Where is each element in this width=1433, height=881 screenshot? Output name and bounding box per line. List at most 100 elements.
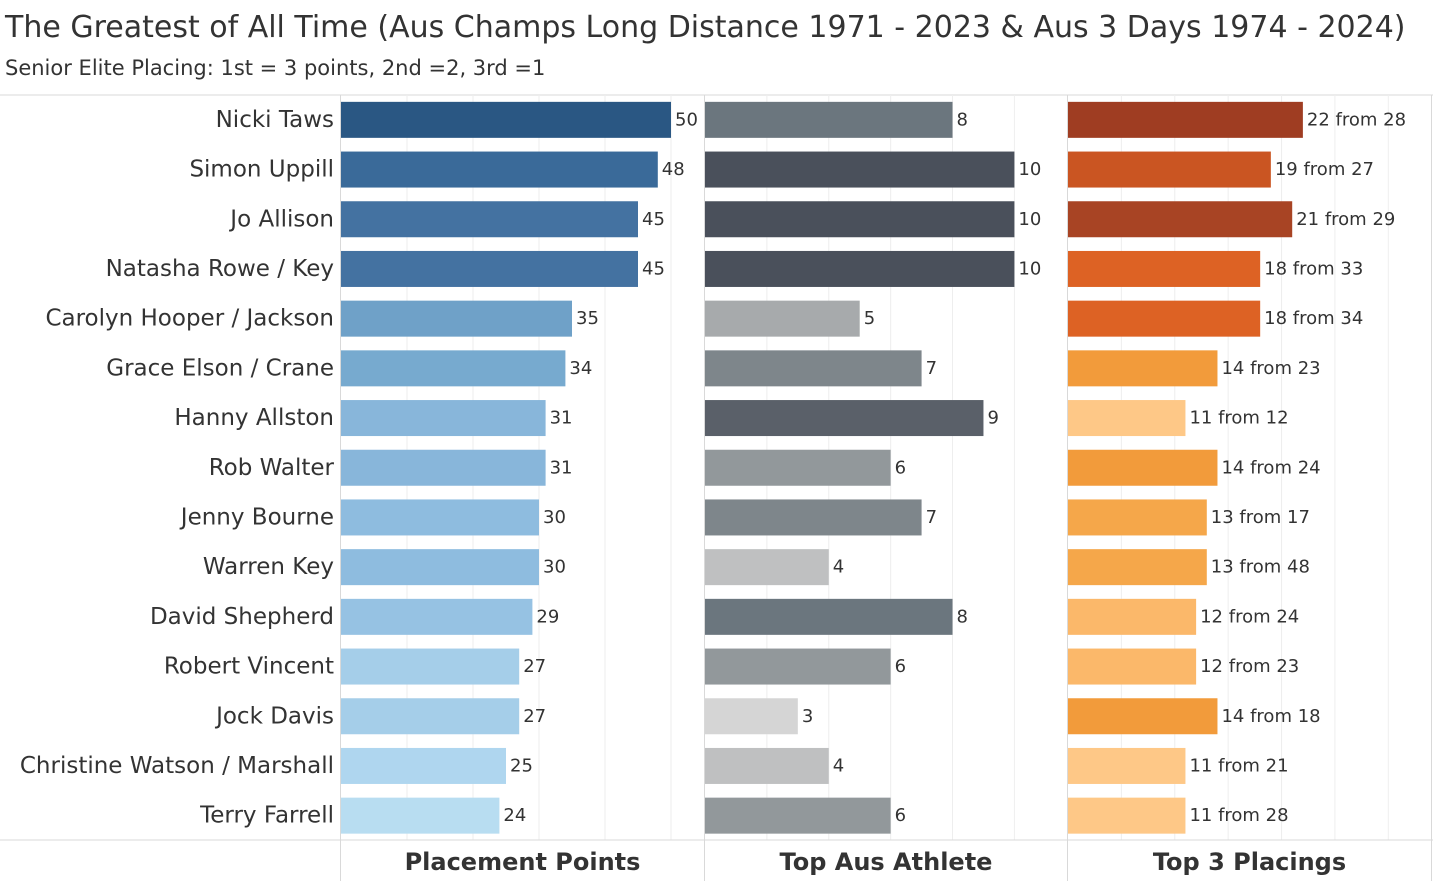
bar-blue[interactable]	[341, 350, 566, 387]
data-label: 11 from 21	[1189, 755, 1288, 776]
bar-blue[interactable]	[341, 201, 638, 238]
data-label: 6	[895, 457, 906, 478]
bar-gray[interactable]	[705, 499, 922, 536]
category-label: Nicki Taws	[216, 107, 334, 133]
data-label: 21 from 29	[1296, 209, 1395, 230]
category-label: Jo Allison	[228, 206, 334, 232]
chart-subtitle: Senior Elite Placing: 1st = 3 points, 2n…	[5, 56, 546, 80]
data-label: 7	[926, 507, 937, 528]
data-label: 5	[864, 308, 875, 329]
bar-blue[interactable]	[341, 698, 520, 735]
category-label: David Shepherd	[150, 604, 334, 630]
bar-gray[interactable]	[705, 449, 891, 486]
bar-gray[interactable]	[705, 698, 798, 735]
bar-gray[interactable]	[705, 300, 860, 337]
bar-orange[interactable]	[1068, 151, 1271, 188]
bar-blue[interactable]	[341, 797, 500, 834]
category-label: Terry Farrell	[199, 803, 334, 829]
data-label: 45	[642, 258, 665, 279]
bar-blue[interactable]	[341, 300, 572, 337]
data-label: 3	[802, 706, 813, 727]
data-label: 6	[895, 805, 906, 826]
data-label: 8	[957, 606, 968, 627]
data-label: 31	[550, 408, 573, 429]
bar-blue[interactable]	[341, 747, 506, 784]
data-label: 11 from 12	[1189, 408, 1288, 429]
bar-gray[interactable]	[705, 598, 953, 635]
category-label: Natasha Rowe / Key	[106, 256, 334, 282]
data-label: 10	[1018, 209, 1041, 230]
bar-orange[interactable]	[1068, 797, 1186, 834]
bar-orange[interactable]	[1068, 250, 1261, 287]
data-label: 27	[523, 656, 546, 677]
data-label: 30	[543, 557, 566, 578]
axis-header: Top 3 Placings	[1153, 848, 1346, 876]
data-label: 10	[1018, 159, 1041, 180]
bar-orange[interactable]	[1068, 499, 1207, 536]
bar-blue[interactable]	[341, 400, 546, 437]
data-label: 13 from 48	[1211, 557, 1310, 578]
category-label: Jenny Bourne	[179, 504, 334, 530]
category-label: Rob Walter	[209, 455, 335, 481]
data-label: 14 from 18	[1221, 706, 1320, 727]
bar-orange[interactable]	[1068, 598, 1197, 635]
data-label: 18 from 34	[1264, 308, 1363, 329]
category-label: Carolyn Hooper / Jackson	[45, 306, 334, 332]
data-label: 19 from 27	[1275, 159, 1374, 180]
bar-orange[interactable]	[1068, 101, 1303, 138]
data-label: 50	[675, 109, 698, 130]
data-label: 22 from 28	[1307, 109, 1406, 130]
bar-blue[interactable]	[341, 549, 539, 586]
bar-gray[interactable]	[705, 400, 984, 437]
bar-orange[interactable]	[1068, 449, 1218, 486]
data-label: 6	[895, 656, 906, 677]
bar-gray[interactable]	[705, 747, 829, 784]
data-label: 29	[536, 606, 559, 627]
data-label: 9	[987, 408, 998, 429]
bar-blue[interactable]	[341, 151, 658, 188]
category-label: Christine Watson / Marshall	[20, 753, 334, 779]
bar-gray[interactable]	[705, 648, 891, 685]
data-label: 34	[569, 358, 592, 379]
axis-header: Placement Points	[405, 848, 641, 876]
bar-blue[interactable]	[341, 648, 520, 685]
bar-orange[interactable]	[1068, 698, 1218, 735]
bar-blue[interactable]	[341, 598, 533, 635]
data-label: 8	[957, 109, 968, 130]
bar-orange[interactable]	[1068, 400, 1186, 437]
data-label: 35	[576, 308, 599, 329]
category-label: Hanny Allston	[174, 405, 334, 431]
bar-gray[interactable]	[705, 101, 953, 138]
category-label: Warren Key	[203, 554, 334, 580]
bar-orange[interactable]	[1068, 648, 1197, 685]
bar-blue[interactable]	[341, 101, 671, 138]
data-label: 12 from 23	[1200, 656, 1299, 677]
data-label: 45	[642, 209, 665, 230]
bar-orange[interactable]	[1068, 201, 1293, 238]
data-label: 14 from 24	[1221, 457, 1320, 478]
bar-gray[interactable]	[705, 250, 1015, 287]
bar-gray[interactable]	[705, 151, 1015, 188]
data-label: 48	[662, 159, 685, 180]
bar-blue[interactable]	[341, 449, 546, 486]
data-label: 4	[833, 557, 844, 578]
bar-orange[interactable]	[1068, 300, 1261, 337]
bar-gray[interactable]	[705, 350, 922, 387]
data-label: 14 from 23	[1221, 358, 1320, 379]
data-label: 7	[926, 358, 937, 379]
data-label: 30	[543, 507, 566, 528]
category-label: Grace Elson / Crane	[106, 355, 334, 381]
bar-blue[interactable]	[341, 499, 539, 536]
data-label: 11 from 28	[1189, 805, 1288, 826]
bar-orange[interactable]	[1068, 747, 1186, 784]
data-label: 18 from 33	[1264, 258, 1363, 279]
bar-orange[interactable]	[1068, 549, 1207, 586]
bar-gray[interactable]	[705, 549, 829, 586]
bar-blue[interactable]	[341, 250, 638, 287]
bar-orange[interactable]	[1068, 350, 1218, 387]
category-label: Robert Vincent	[164, 654, 334, 680]
data-label: 31	[550, 457, 573, 478]
bar-gray[interactable]	[705, 201, 1015, 238]
bar-gray[interactable]	[705, 797, 891, 834]
